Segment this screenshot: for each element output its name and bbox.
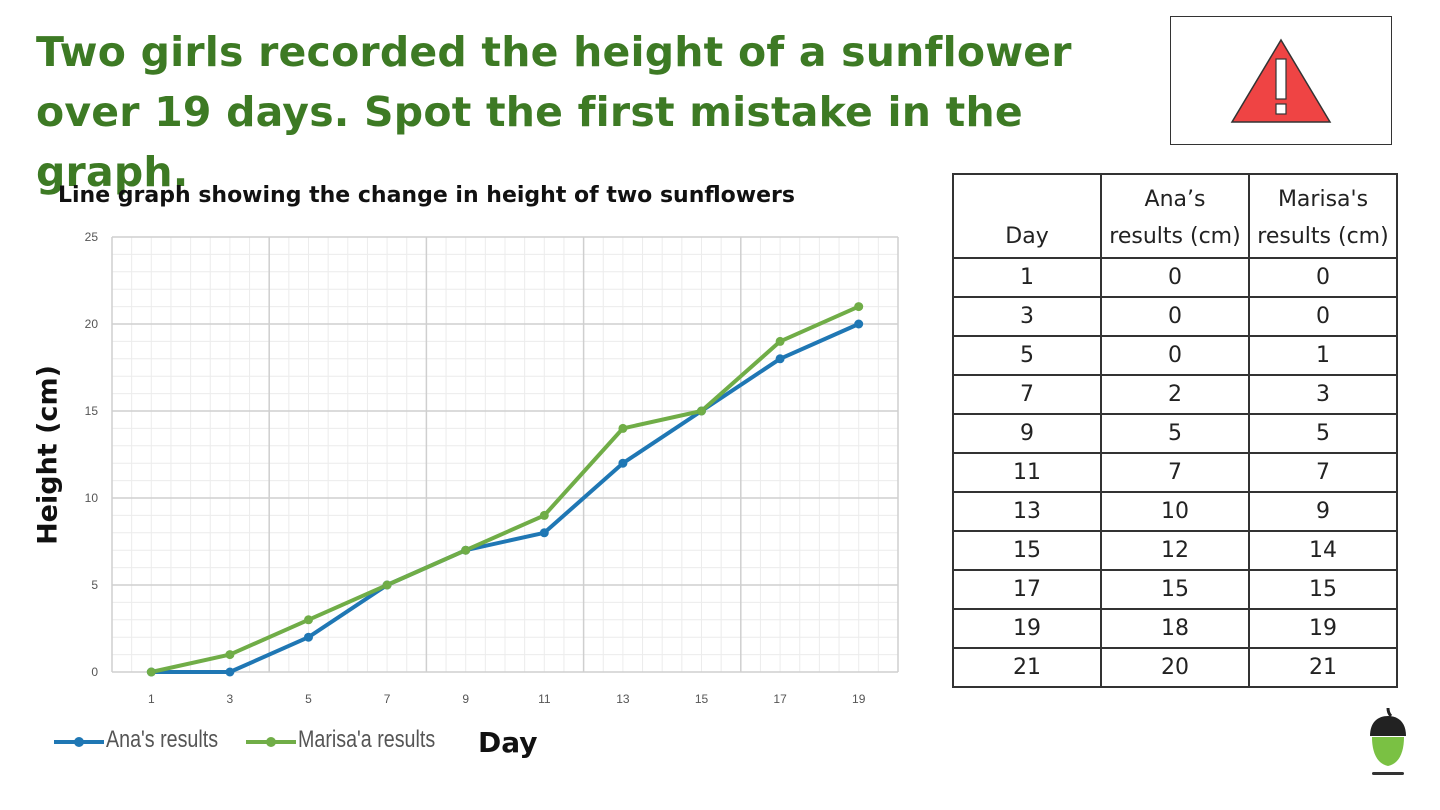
table-cell: 11 xyxy=(952,452,1102,493)
table-cell: 12 xyxy=(1100,530,1250,571)
table-cell: 3 xyxy=(952,296,1102,337)
table-cell: 15 xyxy=(952,530,1102,571)
y-tick-label: 15 xyxy=(85,404,99,418)
table-cell: 0 xyxy=(1248,296,1398,337)
acorn-icon xyxy=(1370,707,1406,775)
legend-line-marker-icon xyxy=(246,737,296,747)
table-cell: 7 xyxy=(1248,452,1398,493)
chart-title: Line graph showing the change in height … xyxy=(58,183,795,208)
table-row: 11 7 7 xyxy=(952,452,1398,493)
x-tick-label: 19 xyxy=(852,692,866,706)
table-cell: 15 xyxy=(1100,569,1250,610)
results-table: Day Ana’s results (cm) Marisa's results (c… xyxy=(952,173,1398,688)
table-cell: 20 xyxy=(1100,647,1250,688)
table-cell: 18 xyxy=(1100,608,1250,649)
data-point xyxy=(225,667,235,677)
table-row: 15 12 14 xyxy=(952,530,1398,571)
data-point xyxy=(775,354,785,364)
table-cell: 5 xyxy=(1248,413,1398,454)
table-row: 21 20 21 xyxy=(952,647,1398,688)
table-row: 13 10 9 xyxy=(952,491,1398,532)
y-tick-label: 25 xyxy=(85,230,99,244)
table-cell: 13 xyxy=(952,491,1102,532)
x-tick-label: 9 xyxy=(462,692,469,706)
table-cell: 0 xyxy=(1100,335,1250,376)
data-point xyxy=(539,528,549,538)
y-tick-label: 20 xyxy=(85,317,99,331)
table-row: 19 18 19 xyxy=(952,608,1398,649)
y-tick-label: 5 xyxy=(91,578,98,592)
data-point xyxy=(618,423,628,433)
table-header-row: Day Ana’s results (cm) Marisa's results (c… xyxy=(952,173,1398,259)
data-point xyxy=(382,580,392,590)
data-point xyxy=(304,615,313,625)
table-cell: 3 xyxy=(1248,374,1398,415)
table-cell: 9 xyxy=(1248,491,1398,532)
header-day: Day xyxy=(952,173,1102,259)
data-point xyxy=(854,302,864,312)
data-point xyxy=(854,319,864,329)
y-tick-label: 0 xyxy=(91,665,98,679)
legend-label: Marisa'a results xyxy=(298,726,436,753)
table-cell: 7 xyxy=(952,374,1102,415)
x-tick-label: 7 xyxy=(384,692,391,706)
table-cell: 19 xyxy=(1248,608,1398,649)
header-ana: Ana’s results (cm) xyxy=(1100,173,1250,259)
series-line xyxy=(150,304,860,674)
table-cell: 0 xyxy=(1248,257,1398,298)
table-cell: 10 xyxy=(1100,491,1250,532)
table-cell: 2 xyxy=(1100,374,1250,415)
table-cell: 5 xyxy=(1100,413,1250,454)
table-cell: 1 xyxy=(952,257,1102,298)
table-cell: 7 xyxy=(1100,452,1250,493)
table-cell: 0 xyxy=(1100,296,1250,337)
table-cell: 21 xyxy=(952,647,1102,688)
x-axis-label: Day xyxy=(478,726,538,759)
x-tick-label: 5 xyxy=(305,692,312,706)
table-cell: 1 xyxy=(1248,335,1398,376)
table-cell: 15 xyxy=(1248,569,1398,610)
table-cell: 19 xyxy=(952,608,1102,649)
data-point xyxy=(775,336,785,346)
legend-label: Ana's results xyxy=(106,726,219,753)
table-cell: 5 xyxy=(952,335,1102,376)
header-marisa: Marisa's results (cm) xyxy=(1248,173,1398,259)
warning-triangle-icon xyxy=(1230,38,1332,123)
table-cell: 9 xyxy=(952,413,1102,454)
x-tick-label: 1 xyxy=(148,692,155,706)
x-tick-label: 3 xyxy=(227,692,234,706)
table-cell: 17 xyxy=(952,569,1102,610)
x-tick-label: 11 xyxy=(538,692,551,706)
data-point xyxy=(304,632,313,642)
x-tick-label: 15 xyxy=(695,692,709,706)
table-cell: 0 xyxy=(1100,257,1250,298)
page-title: Two girls recorded the height of a sunfl… xyxy=(36,28,1072,196)
data-point xyxy=(146,667,156,677)
data-point xyxy=(618,458,628,468)
x-tick-label: 17 xyxy=(773,692,787,706)
table-cell: 14 xyxy=(1248,530,1398,571)
series-line xyxy=(151,322,860,674)
data-point xyxy=(539,510,549,520)
x-tick-label: 13 xyxy=(616,692,630,706)
table-row: 17 15 15 xyxy=(952,569,1398,610)
y-tick-label: 10 xyxy=(85,491,99,505)
table-cell: 21 xyxy=(1248,647,1398,688)
legend-line-marker-icon xyxy=(54,737,104,747)
data-point xyxy=(461,545,471,555)
data-point xyxy=(697,406,706,416)
data-point xyxy=(225,650,235,660)
warning-panel xyxy=(1170,16,1392,145)
